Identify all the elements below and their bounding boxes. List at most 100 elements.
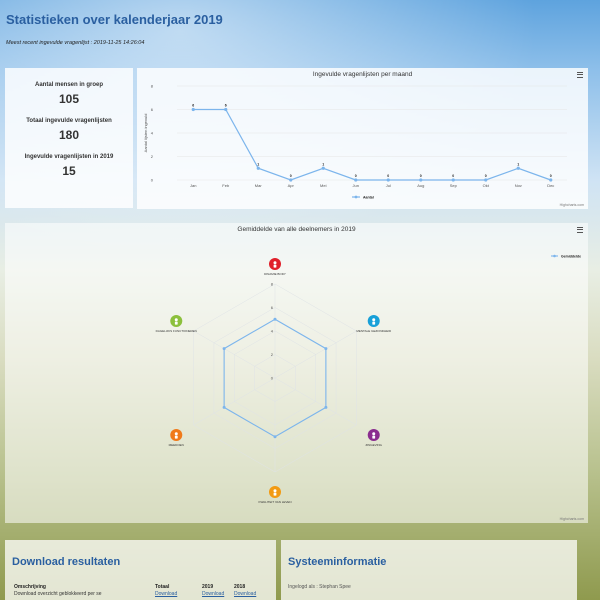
domain-label: DINAMIE BODY <box>264 272 286 276</box>
line-chart-svg: 0 2 4 6 8 Aantal lijsten ingevuld Jan Feb Mar Apr… <box>143 84 567 200</box>
radar-chart-panel: Gemiddelde van alle deelnemers in 2019 0… <box>5 223 588 523</box>
x-tick-label: Sep <box>450 183 458 188</box>
radar-spoke <box>193 330 276 379</box>
radial-tick-label: 6 <box>271 305 274 310</box>
download-panel: Download resultaten Omschrijving Totaal … <box>5 540 276 600</box>
data-point <box>354 178 358 182</box>
radar-chart-title: Gemiddelde van alle deelnemers in 2019 <box>237 226 356 233</box>
data-label: 1 <box>257 162 259 166</box>
line-chart-panel: Ingevulde vragenlijsten per maand 0 2 4 6 8 A… <box>137 68 588 209</box>
col-2019: 2019 <box>202 584 214 590</box>
domain-icon-body <box>372 321 376 325</box>
chart-credit[interactable]: Highcharts.com <box>559 517 584 521</box>
download-2018-link[interactable]: Download <box>234 591 257 597</box>
page-title: Statistieken over kalenderjaar 2019 <box>6 12 223 27</box>
system-info-panel: Systeeminformatie Ingelogd als : Stephan… <box>281 540 577 600</box>
data-label: 0 <box>355 174 357 178</box>
stat-label: Ingevulde vragenlijsten in 2019 <box>24 154 114 160</box>
domain-icon-body <box>372 435 376 439</box>
chart-menu-icon[interactable] <box>577 227 583 233</box>
data-point <box>289 178 293 182</box>
data-label: 0 <box>290 174 292 178</box>
stat-total-questionnaires: Totaal ingevulde vragenlijsten 180 <box>5 118 133 142</box>
system-info-title: Systeeminformatie <box>288 556 387 568</box>
domain-label: KWALITEIT VAN LEVEN <box>258 500 291 504</box>
domain-icon-body <box>273 492 277 496</box>
radial-tick-label: 0 <box>271 376 274 381</box>
domain-label: DAGELIJKS FUNCTIONEREN <box>156 329 197 333</box>
stat-year-questionnaires: Ingevulde vragenlijsten in 2019 15 <box>5 154 133 178</box>
domain-icon-body <box>174 321 178 325</box>
data-point <box>273 317 277 321</box>
data-point <box>386 178 390 182</box>
x-tick-label: Nov <box>515 183 522 188</box>
domain-label: MEEDOEN <box>169 443 184 447</box>
domain-icon-head <box>174 432 178 436</box>
radar-spoke <box>274 377 357 426</box>
radar-spoke <box>193 377 276 426</box>
col-description: Omschrijving <box>14 584 46 590</box>
y-tick-label: 4 <box>151 131 154 136</box>
series-line <box>193 108 551 181</box>
x-tick-label: Aug <box>417 183 424 188</box>
data-point <box>516 166 520 170</box>
data-point <box>222 347 226 351</box>
data-point <box>256 166 260 170</box>
data-label: 0 <box>420 174 422 178</box>
data-point <box>273 435 277 439</box>
x-tick-label: Okt <box>483 183 490 188</box>
stat-label: Totaal ingevulde vragenlijsten <box>26 118 112 124</box>
stat-label: Aantal mensen in groep <box>34 82 103 88</box>
data-label: 0 <box>452 174 454 178</box>
x-tick-label: Jun <box>353 183 359 188</box>
stat-value: 105 <box>58 92 80 106</box>
radar-spoke <box>274 330 357 379</box>
domain-icon-head <box>273 489 277 493</box>
y-tick-label: 8 <box>151 84 154 89</box>
data-point <box>324 405 328 409</box>
col-total: Totaal <box>155 584 170 590</box>
chart-credit[interactable]: Highcharts.com <box>559 203 584 207</box>
row-description: Download overzicht geblokkeerd per se <box>14 591 102 597</box>
stats-panel: Aantal mensen in groep 105 Totaal ingevu… <box>5 68 133 208</box>
domain-label: MENTALE GEZONDHEID <box>356 329 392 333</box>
x-tick-label: Jan <box>190 183 196 188</box>
stat-group-size: Aantal mensen in groep 105 <box>5 82 133 106</box>
legend-marker <box>553 254 556 258</box>
data-point <box>324 347 328 351</box>
data-label: 1 <box>517 162 519 166</box>
radial-tick-label: 2 <box>271 352 274 357</box>
data-label: 0 <box>387 174 389 178</box>
x-tick-label: Mar <box>255 183 263 188</box>
domain-icon-head <box>273 261 277 265</box>
legend-marker <box>354 195 358 199</box>
domain-icon-head <box>174 318 178 322</box>
x-tick-label: Dec <box>547 183 554 188</box>
y-axis-label: Aantal lijsten ingevuld <box>143 114 148 153</box>
download-2019-link[interactable]: Download <box>202 591 225 597</box>
x-tick-label: Feb <box>222 183 230 188</box>
y-tick-label: 0 <box>151 178 154 183</box>
data-point <box>419 178 423 182</box>
data-label: 0 <box>485 174 487 178</box>
data-point <box>484 178 488 182</box>
chart-menu-icon[interactable] <box>577 72 583 78</box>
download-total-link[interactable]: Download <box>155 591 178 597</box>
col-2018: 2018 <box>234 584 246 590</box>
domain-label: ZINGEVING <box>365 443 382 447</box>
domain-icon-head <box>372 318 376 322</box>
radial-tick-label: 8 <box>271 282 274 287</box>
data-label: 0 <box>550 174 552 178</box>
data-point <box>224 107 228 112</box>
last-submission-text: Meest recent ingevulde vragenlijst : 201… <box>6 40 145 46</box>
stat-value: 15 <box>62 164 76 178</box>
domain-icon-head <box>372 432 376 436</box>
y-tick-label: 6 <box>151 107 154 112</box>
x-tick-label: Mei <box>320 183 327 188</box>
data-label: 6 <box>192 104 194 108</box>
radar-chart-svg: 0 2 4 6 8 DINAMIE BODY MENTALE GEZONDHEID ZINGE… <box>156 254 581 505</box>
domain-icon-body <box>273 264 277 268</box>
data-point <box>191 107 195 112</box>
radial-tick-label: 4 <box>271 329 274 334</box>
domain-icon-body <box>174 435 178 439</box>
